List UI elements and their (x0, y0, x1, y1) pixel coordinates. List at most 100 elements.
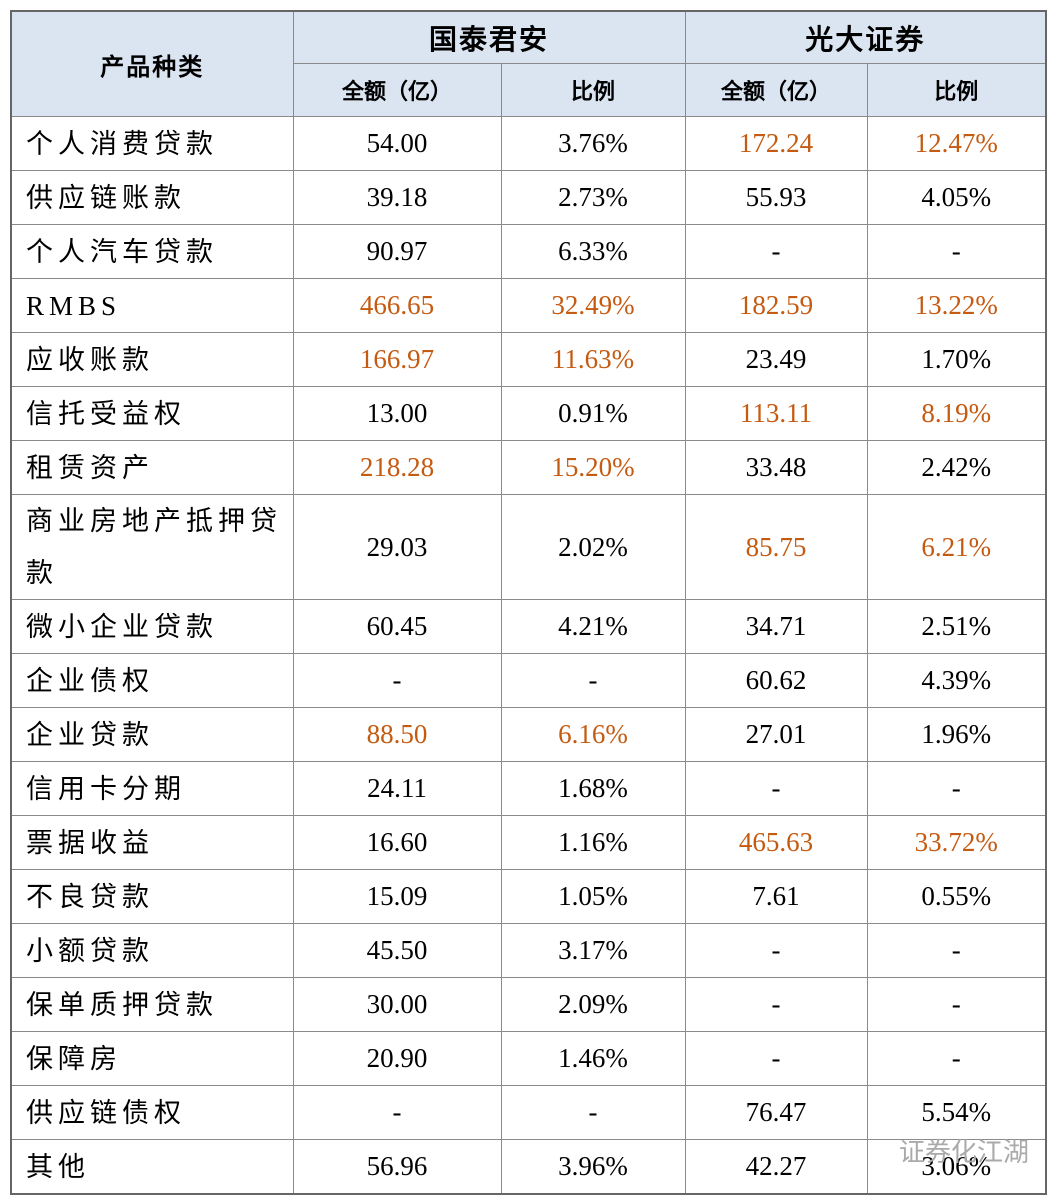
table-row: 其他 56.96 3.96% 42.27 3.06% (10, 1139, 1047, 1195)
row-label: 商业房地产抵押贷款 (10, 494, 294, 600)
cell: 55.93 (684, 170, 868, 225)
row-label: 供应链债权 (10, 1085, 294, 1140)
table-row: 个人消费贷款 54.00 3.76% 172.24 12.47% (10, 116, 1047, 171)
category-header: 产品种类 (10, 10, 294, 117)
cell: 1.16% (500, 815, 686, 870)
row-label: 票据收益 (10, 815, 294, 870)
cell: 60.45 (292, 599, 502, 654)
table-row: 信用卡分期 24.11 1.68% - - (10, 761, 1047, 816)
cell: 6.33% (500, 224, 686, 279)
cell: 3.06% (866, 1139, 1047, 1195)
table-row: 租赁资产 218.28 15.20% 33.48 2.42% (10, 440, 1047, 495)
table-row: 保单质押贷款 30.00 2.09% - - (10, 977, 1047, 1032)
row-label: RMBS (10, 278, 294, 333)
cell: 3.96% (500, 1139, 686, 1195)
row-label: 应收账款 (10, 332, 294, 387)
cell: 2.51% (866, 599, 1047, 654)
row-label: 小额贷款 (10, 923, 294, 978)
cell: 29.03 (292, 494, 502, 600)
cell: 4.05% (866, 170, 1047, 225)
table-row: 供应链债权 - -76.47 5.54% (10, 1085, 1047, 1140)
cell: - (866, 1031, 1047, 1086)
row-label: 租赁资产 (10, 440, 294, 495)
cell: 88.50 (292, 707, 502, 762)
cell: 172.24 (684, 116, 868, 171)
group-header: 光大证券 (684, 10, 1047, 64)
cell: - (500, 653, 686, 708)
row-label: 供应链账款 (10, 170, 294, 225)
cell: 0.91% (500, 386, 686, 441)
table-row: 小额贷款 45.50 3.17% - - (10, 923, 1047, 978)
cell: - (684, 923, 868, 978)
cell: 4.21% (500, 599, 686, 654)
cell: 20.90 (292, 1031, 502, 1086)
table-row: 微小企业贷款 60.45 4.21% 34.71 2.51% (10, 599, 1047, 654)
cell: 13.22% (866, 278, 1047, 333)
cell: 85.75 (684, 494, 868, 600)
row-label: 微小企业贷款 (10, 599, 294, 654)
data-table: 产品种类 国泰君安 光大证券 全额（亿） 比例 全额（亿） 比例 个人消费贷款 5… (10, 10, 1048, 1195)
table-row: 个人汽车贷款 90.97 6.33% - - (10, 224, 1047, 279)
cell: - (866, 761, 1047, 816)
cell: 56.96 (292, 1139, 502, 1195)
cell: 15.20% (500, 440, 686, 495)
cell: 2.09% (500, 977, 686, 1032)
cell: 39.18 (292, 170, 502, 225)
table-row: 企业债权 - -60.62 4.39% (10, 653, 1047, 708)
cell: 6.21% (866, 494, 1047, 600)
cell: 1.96% (866, 707, 1047, 762)
row-label: 其他 (10, 1139, 294, 1195)
cell: - (866, 977, 1047, 1032)
cell: 113.11 (684, 386, 868, 441)
table-row: 信托受益权 13.00 0.91% 113.11 8.19% (10, 386, 1047, 441)
column-header: 比例 (500, 63, 686, 117)
cell: 166.97 (292, 332, 502, 387)
cell: 1.05% (500, 869, 686, 924)
cell: 45.50 (292, 923, 502, 978)
cell: - (500, 1085, 686, 1140)
table-row: RMBS 466.65 32.49% 182.59 13.22% (10, 278, 1047, 333)
row-label: 不良贷款 (10, 869, 294, 924)
row-label: 个人消费贷款 (10, 116, 294, 171)
cell: 3.17% (500, 923, 686, 978)
cell: 15.09 (292, 869, 502, 924)
cell: - (684, 761, 868, 816)
cell: 465.63 (684, 815, 868, 870)
cell: - (684, 977, 868, 1032)
cell: 33.48 (684, 440, 868, 495)
row-label: 保障房 (10, 1031, 294, 1086)
cell: - (866, 923, 1047, 978)
cell: 1.68% (500, 761, 686, 816)
cell: 33.72% (866, 815, 1047, 870)
table-row: 供应链账款 39.18 2.73% 55.93 4.05% (10, 170, 1047, 225)
table-row: 应收账款 166.97 11.63% 23.49 1.70% (10, 332, 1047, 387)
cell: 1.70% (866, 332, 1047, 387)
row-label: 个人汽车贷款 (10, 224, 294, 279)
cell: 54.00 (292, 116, 502, 171)
column-header: 全额（亿） (684, 63, 868, 117)
table-header: 产品种类 国泰君安 光大证券 全额（亿） 比例 全额（亿） 比例 (10, 10, 1047, 117)
cell: 182.59 (684, 278, 868, 333)
cell: 13.00 (292, 386, 502, 441)
column-header: 比例 (866, 63, 1047, 117)
table-row: 不良贷款 15.09 1.05% 7.61 0.55% (10, 869, 1047, 924)
cell: 3.76% (500, 116, 686, 171)
row-label: 企业贷款 (10, 707, 294, 762)
cell: 23.49 (684, 332, 868, 387)
cell: 2.73% (500, 170, 686, 225)
cell: 42.27 (684, 1139, 868, 1195)
cell: 4.39% (866, 653, 1047, 708)
cell: 1.46% (500, 1031, 686, 1086)
watermark: 证券化江湖 (898, 1138, 1029, 1168)
cell: 32.49% (500, 278, 686, 333)
group-header: 国泰君安 (292, 10, 686, 64)
row-label: 信托受益权 (10, 386, 294, 441)
cell: 24.11 (292, 761, 502, 816)
cell: 2.42% (866, 440, 1047, 495)
column-header: 全额（亿） (292, 63, 502, 117)
cell: 466.65 (292, 278, 502, 333)
cell: 90.97 (292, 224, 502, 279)
cell: - (292, 653, 502, 708)
cell: 60.62 (684, 653, 868, 708)
cell: 8.19% (866, 386, 1047, 441)
